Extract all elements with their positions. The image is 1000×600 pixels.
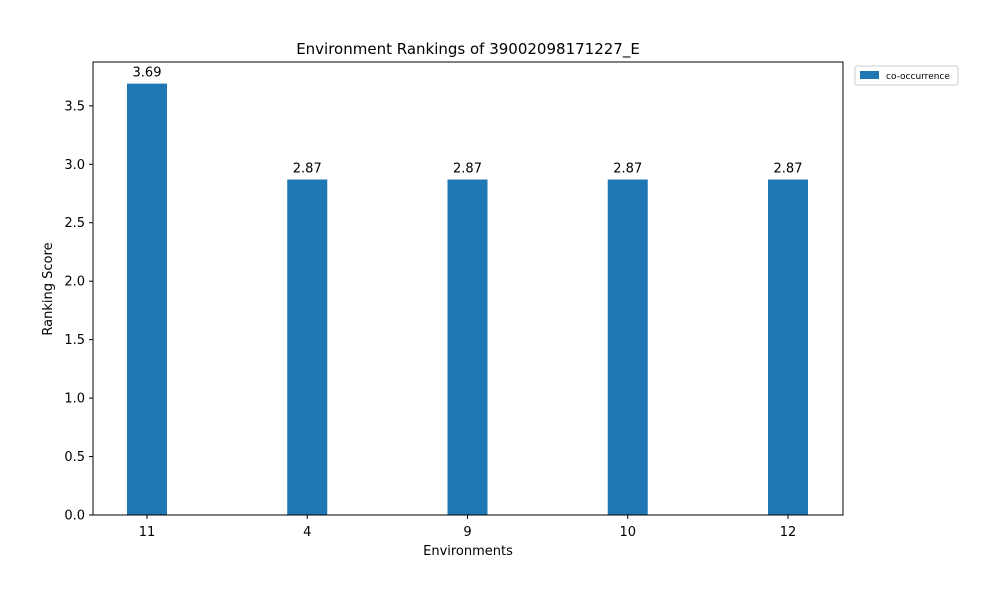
bar-11 bbox=[127, 83, 167, 515]
data-label-4: 2.87 bbox=[293, 161, 322, 176]
legend-label: co-occurrence bbox=[886, 72, 950, 82]
bar-10 bbox=[607, 179, 648, 516]
data-label-11: 3.69 bbox=[133, 66, 162, 81]
data-label-10: 2.87 bbox=[613, 161, 642, 176]
x-tick-label: 9 bbox=[463, 525, 471, 540]
x-tick-label: 4 bbox=[303, 525, 311, 540]
legend-box bbox=[854, 65, 959, 86]
bar-12 bbox=[768, 179, 808, 516]
data-label-9: 2.87 bbox=[453, 161, 482, 176]
bars-group bbox=[127, 83, 808, 516]
x-tick-label: 12 bbox=[780, 525, 797, 540]
legend-swatch bbox=[860, 71, 879, 79]
x-tick-label: 10 bbox=[619, 525, 636, 540]
x-tick-label: 11 bbox=[139, 525, 156, 540]
data-label-12: 2.87 bbox=[774, 161, 803, 176]
y-tick-label: 3.0 bbox=[64, 158, 85, 173]
y-tick-label: 1.5 bbox=[64, 333, 85, 348]
bar-4 bbox=[287, 179, 328, 516]
y-tick-label: 0.0 bbox=[64, 509, 85, 524]
data-labels-group: 3.69 2.87 2.87 2.87 2.87 bbox=[133, 66, 803, 177]
y-tick-label: 0.5 bbox=[64, 450, 85, 465]
y-axis-label: Ranking Score bbox=[41, 242, 56, 335]
y-tick-label: 1.0 bbox=[64, 392, 85, 407]
y-axis-ticks: 0.0 0.5 1.0 1.5 2.0 2.5 3.0 3.5 bbox=[64, 99, 93, 524]
y-tick-label: 2.0 bbox=[64, 275, 85, 290]
plot-frame bbox=[92, 61, 844, 516]
legend: co-occurrence bbox=[854, 65, 959, 86]
bar-9 bbox=[447, 179, 488, 516]
chart-title: Environment Rankings of 39002098171227_E bbox=[296, 40, 640, 59]
x-axis-label: Environments bbox=[423, 544, 513, 559]
y-tick-label: 3.5 bbox=[64, 99, 85, 114]
x-axis-ticks: 11 4 9 10 12 bbox=[139, 515, 797, 540]
y-tick-label: 2.5 bbox=[64, 216, 85, 231]
